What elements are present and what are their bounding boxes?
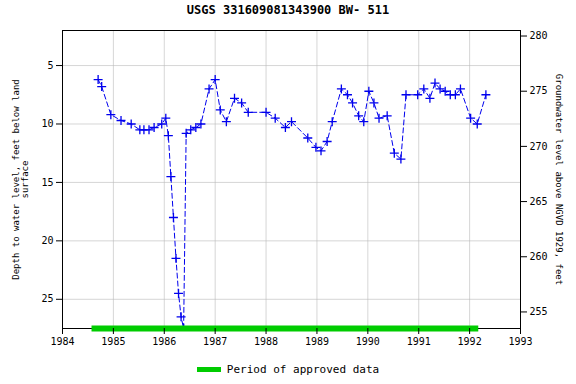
svg-text:20: 20 [41, 235, 53, 246]
svg-text:1986: 1986 [152, 336, 176, 347]
svg-text:270: 270 [530, 141, 548, 152]
svg-text:280: 280 [530, 30, 548, 41]
svg-text:25: 25 [41, 293, 53, 304]
svg-text:1989: 1989 [305, 336, 329, 347]
svg-text:265: 265 [530, 196, 548, 207]
svg-text:1992: 1992 [458, 336, 482, 347]
svg-text:1985: 1985 [101, 336, 125, 347]
svg-text:1987: 1987 [203, 336, 227, 347]
svg-text:5: 5 [47, 60, 53, 71]
svg-text:1991: 1991 [407, 336, 431, 347]
svg-text:255: 255 [530, 306, 548, 317]
svg-text:10: 10 [41, 118, 53, 129]
html-text:Period of approved data: Period of approved data [226, 362, 380, 376]
html-text:USGS 331609081343900 BW- 511: USGS 331609081343900 BW- 511 [186, 3, 390, 17]
svg-text:1988: 1988 [254, 336, 278, 347]
svg-text:1984: 1984 [50, 336, 74, 347]
svg-text:260: 260 [530, 251, 548, 262]
svg-text:15: 15 [41, 177, 53, 188]
svg-text:1993: 1993 [508, 336, 532, 347]
svg-text:275: 275 [530, 85, 548, 96]
svg-text:Depth to water level, feet bel: Depth to water level, feet below landsur… [11, 79, 30, 279]
svg-text:1990: 1990 [356, 336, 380, 347]
svg-text:Groundwater level above NGVD 1: Groundwater level above NGVD 1929, feet [554, 74, 564, 285]
